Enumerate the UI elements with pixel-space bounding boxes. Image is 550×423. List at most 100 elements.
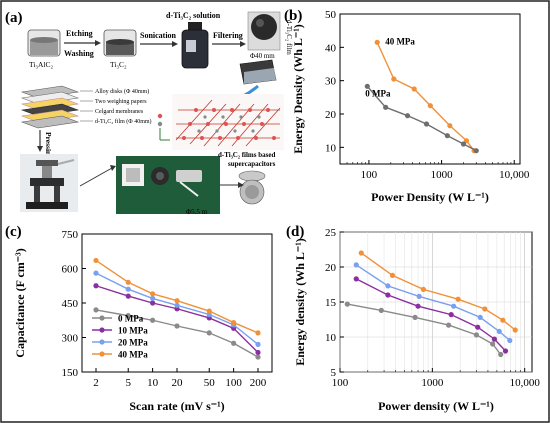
data-point: [353, 262, 359, 268]
solution-bottle: [181, 22, 209, 69]
x-tick-label: 1000: [431, 169, 454, 181]
data-point: [93, 270, 99, 276]
data-point: [416, 293, 422, 299]
data-point: [473, 148, 479, 154]
x-tick-label: 200: [250, 377, 267, 389]
data-point: [255, 354, 261, 360]
arrow-head-cell: [110, 165, 116, 171]
y-tick-label: 20: [325, 262, 337, 274]
x-tick-label: 50: [204, 377, 216, 389]
panel-d-label: (d): [286, 224, 304, 240]
data-point: [93, 257, 99, 264]
data-point: [125, 279, 131, 285]
y-tick-label: 30: [325, 76, 337, 88]
y-tick-label: 300: [62, 333, 79, 345]
legend-label: 10 MPa: [118, 326, 148, 336]
legend-label: 0 MPa: [118, 314, 144, 324]
data-point: [378, 307, 384, 313]
data-point: [473, 332, 480, 338]
x-tick-label: 1000: [421, 377, 444, 389]
y-tick-label: 150: [62, 367, 79, 379]
label-sonication: Sonication: [140, 31, 177, 40]
data-point: [420, 286, 426, 292]
film-strip-photo: [239, 59, 277, 85]
data-point: [448, 312, 454, 318]
data-point: [463, 138, 470, 144]
chart-c-ylabel: Capacitance (F cm⁻³): [13, 248, 27, 357]
stack-legend: Alloy disks (Φ 40mm) Two weighing papers…: [80, 88, 152, 125]
cell-stack-diagram: [20, 85, 80, 129]
chart-d: Power density (W L⁻¹) Energy density (Wh…: [293, 227, 540, 413]
x-tick-label: 5: [125, 377, 131, 389]
data-point: [451, 303, 457, 309]
data-point: [496, 328, 502, 334]
data-point: [383, 104, 389, 110]
data-point: [411, 86, 417, 92]
data-point: [93, 283, 99, 289]
arrow-head-filtering: [240, 41, 246, 47]
data-point: [125, 313, 131, 319]
data-point: [344, 301, 350, 307]
stack-legend-alloy: Alloy disks (Φ 40mm): [95, 88, 149, 95]
label-etching: Etching: [66, 29, 93, 38]
stack-legend-film: d-Ti₃C₂ film (Φ 40mm): [95, 118, 152, 125]
arrow-head-pressing: [37, 146, 43, 152]
data-point: [255, 341, 261, 347]
x-tick-label: 20: [172, 377, 184, 389]
data-point: [125, 293, 131, 299]
label-solution: d-Ti₃C₂ solution: [166, 11, 221, 20]
data-point: [174, 323, 180, 329]
data-point: [174, 302, 180, 308]
chart-c: Scan rate (mV s⁻¹) Capacitance (F cm⁻³) …: [13, 229, 273, 413]
stack-legend-celgard: Celgard membranes: [95, 109, 144, 115]
arrow-head-sonication: [172, 41, 178, 47]
data-point: [206, 308, 212, 314]
legend-marker: [99, 327, 105, 333]
series-line: [355, 264, 511, 342]
y-tick-label: 50: [325, 9, 337, 21]
series-line: [360, 252, 516, 331]
data-point: [150, 300, 156, 306]
label-filtering: Filtering: [213, 31, 243, 40]
label-electrode-diameter: Φ5.5 m: [186, 208, 208, 216]
cell-photo: [116, 156, 220, 214]
data-point: [150, 291, 156, 297]
y-tick-label: 750: [62, 229, 79, 241]
data-point: [385, 283, 391, 289]
legend-marker: [99, 315, 105, 321]
data-point: [500, 317, 506, 323]
data-point: [498, 351, 504, 358]
stack-legend-paper: Two weighing papers: [95, 99, 147, 105]
panel-b-label: (b): [284, 8, 302, 24]
chart-d-xlabel: Power density (W L⁻¹): [378, 399, 494, 413]
panel-a-label: (a): [5, 10, 23, 26]
panel-c-label: (c): [5, 224, 22, 240]
series-line: [355, 278, 507, 352]
label-max-phase: Ti₃AlC₂: [29, 60, 54, 69]
data-point: [385, 292, 391, 298]
data-point: [423, 121, 430, 127]
chart-d-ylabel: Energy density (Wh L⁻¹): [293, 238, 307, 366]
chart-c-legend: 0 MPa 10 MPa 20 MPa 40 MPa: [92, 314, 148, 360]
film-photo: [247, 11, 281, 51]
data-point: [482, 306, 488, 312]
data-point: [93, 307, 99, 313]
x-tick-label: 10,000: [499, 169, 530, 181]
data-point: [455, 296, 461, 302]
data-point: [444, 133, 450, 139]
x-tick-label: 100: [332, 377, 349, 389]
data-point: [255, 330, 261, 336]
y-tick-label: 20: [325, 109, 337, 121]
y-tick-label: 600: [62, 264, 79, 276]
data-point: [447, 123, 453, 129]
x-tick-label: 2: [93, 377, 99, 389]
data-point: [412, 314, 418, 320]
y-tick-label: 25: [325, 227, 337, 239]
legend-marker: [99, 351, 105, 357]
data-point: [477, 314, 483, 320]
data-point: [507, 337, 513, 344]
series-label: 40 MPa: [385, 36, 415, 46]
y-tick-label: 450: [62, 298, 79, 310]
series-line: [376, 42, 475, 152]
